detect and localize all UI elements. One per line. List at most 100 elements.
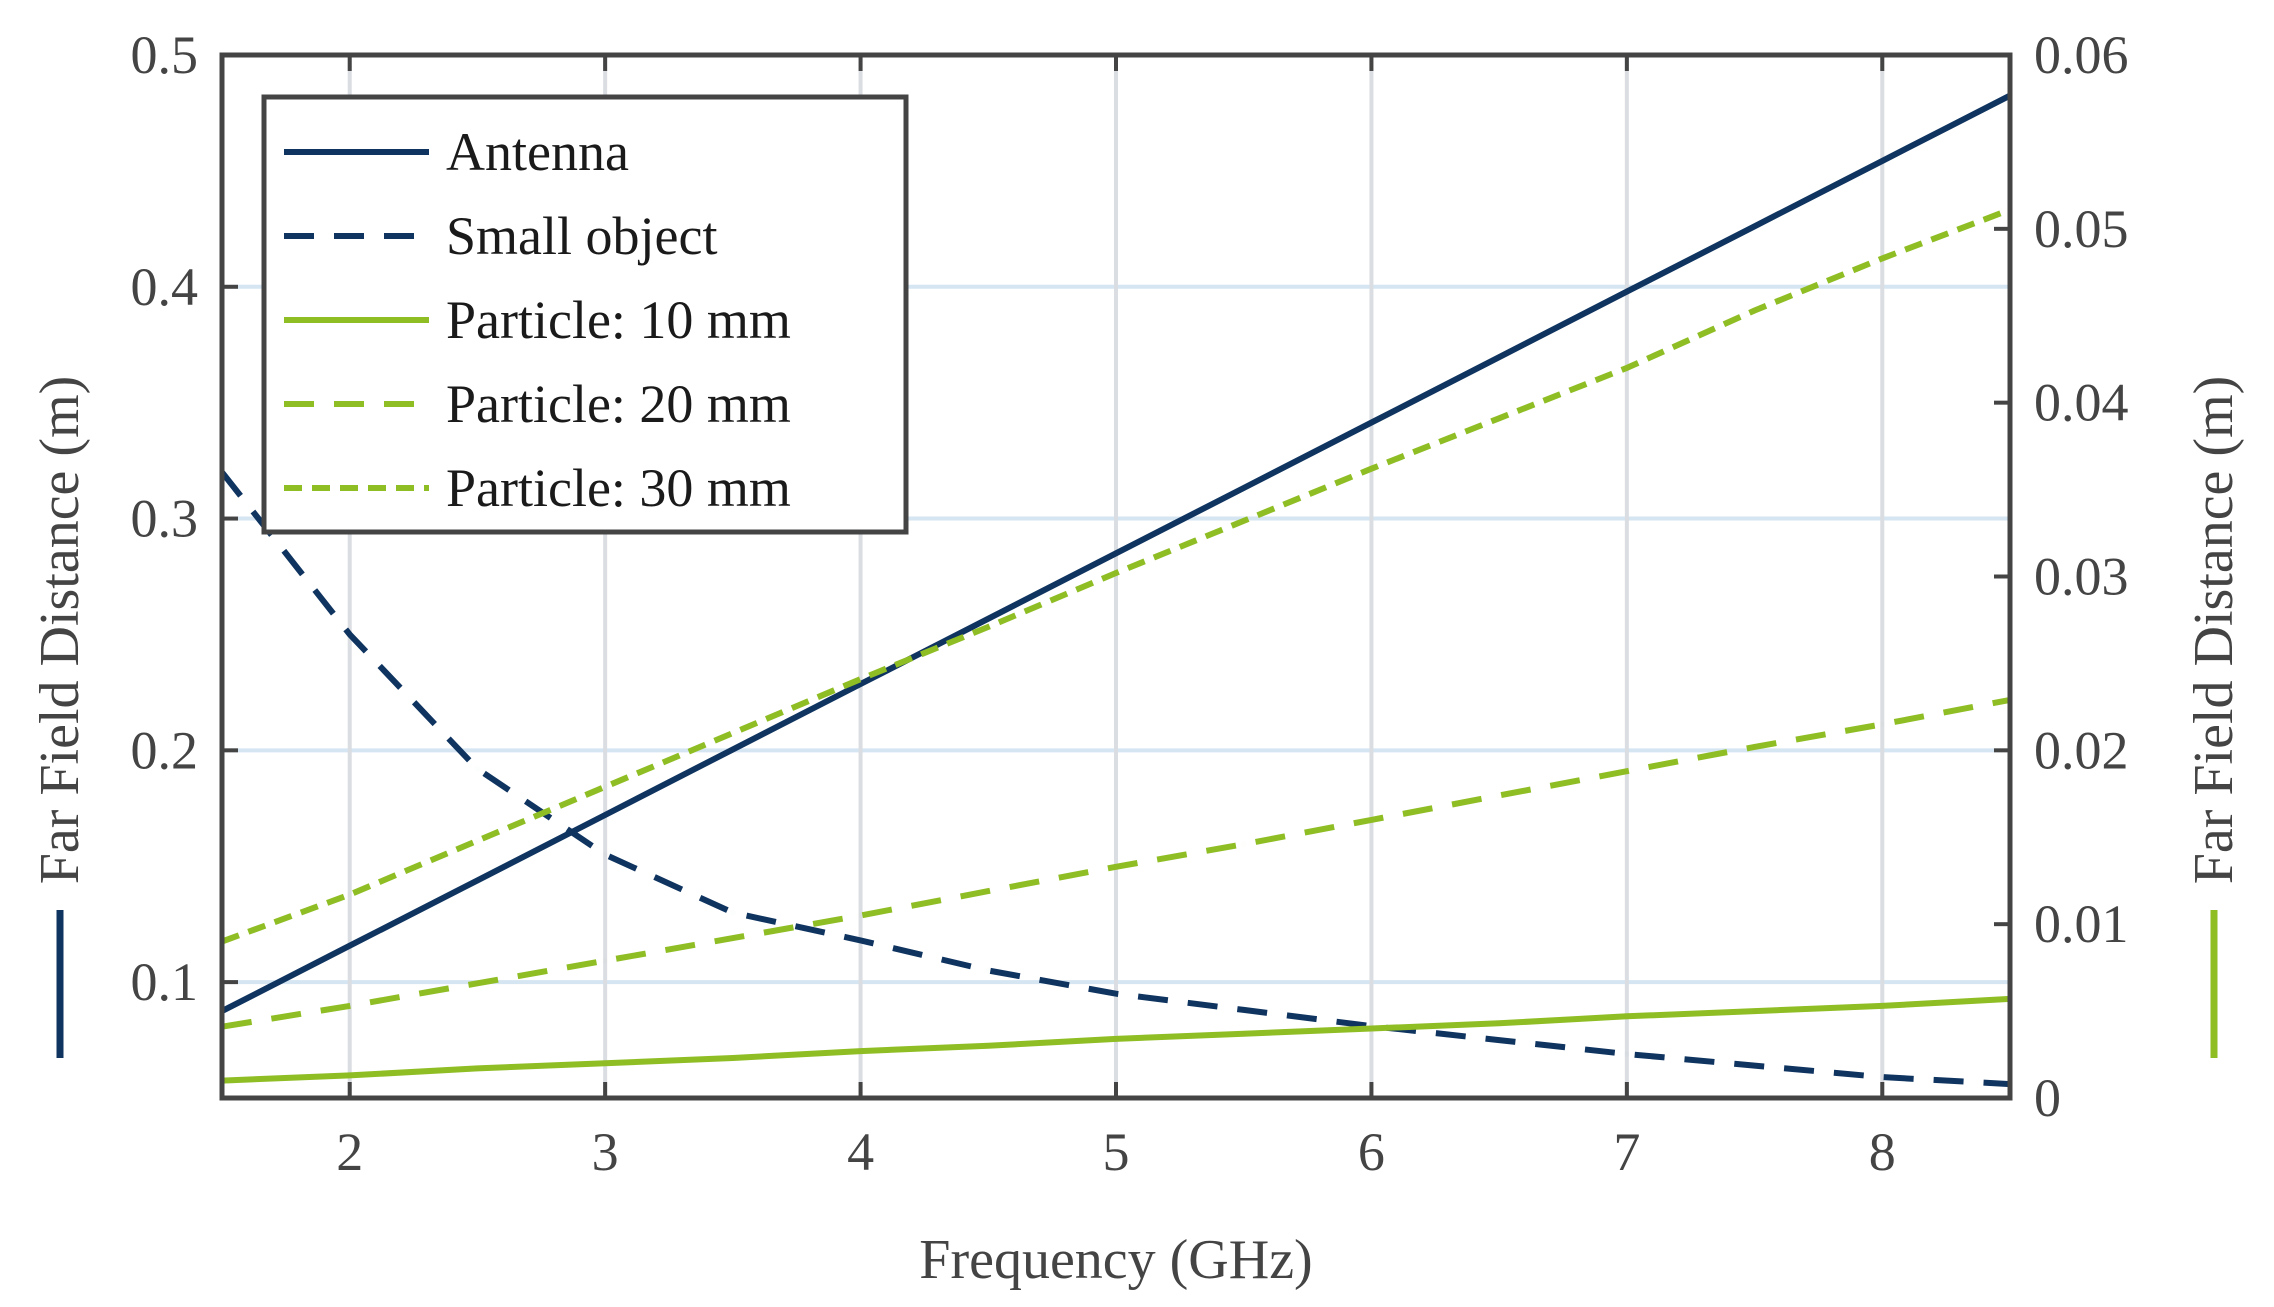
y-right-tick-label: 0.05 <box>2034 199 2129 259</box>
legend-box <box>261 94 909 535</box>
y-right-tick-label: 0.04 <box>2034 373 2129 433</box>
y-left-axis-title: Far Field Distance (m) <box>29 376 91 885</box>
x-tick-label: 4 <box>847 1122 874 1182</box>
x-tick-label: 6 <box>1358 1122 1385 1182</box>
series-2-point-12 <box>1752 1008 1758 1014</box>
series-1-point-8 <box>1241 1007 1247 1013</box>
x-axis-title: Frequency (GHz) <box>919 1229 1312 1291</box>
series-4-point-4 <box>730 730 736 736</box>
series-4-point-13 <box>1879 255 1885 261</box>
series-3-point-13 <box>1879 721 1885 727</box>
series-line-3 <box>221 696 2011 1030</box>
series-4-point-5 <box>858 676 864 682</box>
series-4-point-2 <box>474 838 480 844</box>
legend-label: Antenna <box>446 122 629 182</box>
series-3-point-3 <box>602 958 608 964</box>
series-2-point-3 <box>602 1060 608 1066</box>
series-4-point-9 <box>1368 466 1374 472</box>
y-right-tick-label: 0.01 <box>2034 894 2129 954</box>
legend-label: Particle: 30 mm <box>446 458 791 518</box>
y-left-tick-label: 0.2 <box>131 720 199 780</box>
series-3-point-1 <box>347 1003 353 1009</box>
series-3-point-9 <box>1368 817 1374 823</box>
series-1-point-10 <box>1496 1037 1502 1043</box>
axes: 2 3 4 5 6 7 8 0.1 0.2 0.3 0.4 0.5 0 0.01 0.02 0.03 0.04 0… <box>29 25 2245 1291</box>
series-3-point-5 <box>858 913 864 919</box>
series-line-4 <box>220 206 2012 945</box>
y-right-tick-label: 0.03 <box>2034 547 2129 607</box>
series-line-1 <box>219 470 2011 1088</box>
series-2-point-13 <box>1879 1003 1885 1009</box>
x-tick-label: 2 <box>336 1122 363 1182</box>
series-3-point-10 <box>1496 793 1502 799</box>
series-0-point-11 <box>1624 289 1630 295</box>
series-0-point-8 <box>1241 485 1247 491</box>
series-2-point-2 <box>474 1065 480 1071</box>
series-1-point-2 <box>474 766 480 772</box>
legend-label: Particle: 10 mm <box>446 290 791 350</box>
series-0-point-4 <box>730 746 736 752</box>
series-line-2 <box>221 995 2011 1084</box>
y-right-tick-label: 0 <box>2034 1068 2061 1128</box>
series-4-point-7 <box>1113 570 1119 576</box>
series-3-point-12 <box>1752 744 1758 750</box>
series-0-point-3 <box>602 812 608 818</box>
y-left-tick-label: 0.3 <box>131 489 199 549</box>
series-3-point-6 <box>985 888 991 894</box>
y-right-tick-label: 0.02 <box>2034 720 2129 780</box>
series-2-point-4 <box>730 1055 736 1061</box>
series-2-point-1 <box>347 1072 353 1078</box>
series-3-point-11 <box>1624 768 1630 774</box>
y-right-axis-title: Far Field Distance (m) <box>2183 376 2245 885</box>
series-2-point-6 <box>985 1043 991 1049</box>
series-4-point-6 <box>985 624 991 630</box>
series-2-point-5 <box>858 1048 864 1054</box>
series-0-point-13 <box>1879 158 1885 164</box>
series-0-point-10 <box>1496 354 1502 360</box>
series-1-point-7 <box>1113 991 1119 997</box>
legend-label: Particle: 20 mm <box>446 374 791 434</box>
series-1-point-1 <box>347 631 353 637</box>
series-line-0 <box>220 92 2012 1014</box>
y-left-tick-label: 0.4 <box>131 257 199 317</box>
series-0-point-7 <box>1113 550 1119 556</box>
series-2-point-10 <box>1496 1020 1502 1026</box>
x-tick-label: 7 <box>1613 1122 1640 1182</box>
series-1-point-3 <box>602 852 608 858</box>
data-series <box>219 92 2012 1088</box>
series-4-point-8 <box>1241 518 1247 524</box>
series-3-point-7 <box>1113 864 1119 870</box>
series-4-point-12 <box>1752 308 1758 314</box>
y-left-tick-label: 0.5 <box>131 25 199 85</box>
series-1-point-12 <box>1752 1063 1758 1069</box>
series-0-point-1 <box>347 943 353 949</box>
series-1-point-5 <box>858 937 864 943</box>
legend-label: Small object <box>446 206 717 266</box>
series-1-point-4 <box>730 910 736 916</box>
series-2-point-8 <box>1241 1031 1247 1037</box>
series-1-point-11 <box>1624 1051 1630 1057</box>
x-tick-label: 5 <box>1103 1122 1130 1182</box>
series-0-point-9 <box>1368 420 1374 426</box>
series-4-point-3 <box>602 784 608 790</box>
series-2-point-11 <box>1624 1013 1630 1019</box>
series-3-point-4 <box>730 935 736 941</box>
legend: Antenna Small object Particle: 10 mm Partic… <box>261 94 909 535</box>
series-0-point-2 <box>474 877 480 883</box>
series-0-point-6 <box>985 616 991 622</box>
y-left-tick-label: 0.1 <box>131 952 199 1012</box>
series-4-point-10 <box>1496 415 1502 421</box>
series-3-point-8 <box>1241 841 1247 847</box>
x-tick-label: 8 <box>1869 1122 1896 1182</box>
y-right-tick-label: 0.06 <box>2034 25 2129 85</box>
series-0-point-12 <box>1752 223 1758 229</box>
series-2-point-9 <box>1368 1026 1374 1032</box>
series-1-point-13 <box>1879 1074 1885 1080</box>
x-tick-label: 3 <box>592 1122 619 1182</box>
series-2-point-7 <box>1113 1036 1119 1042</box>
series-4-point-11 <box>1624 365 1630 371</box>
series-3-point-2 <box>474 980 480 986</box>
series-1-point-6 <box>985 968 991 974</box>
series-4-point-1 <box>347 892 353 898</box>
